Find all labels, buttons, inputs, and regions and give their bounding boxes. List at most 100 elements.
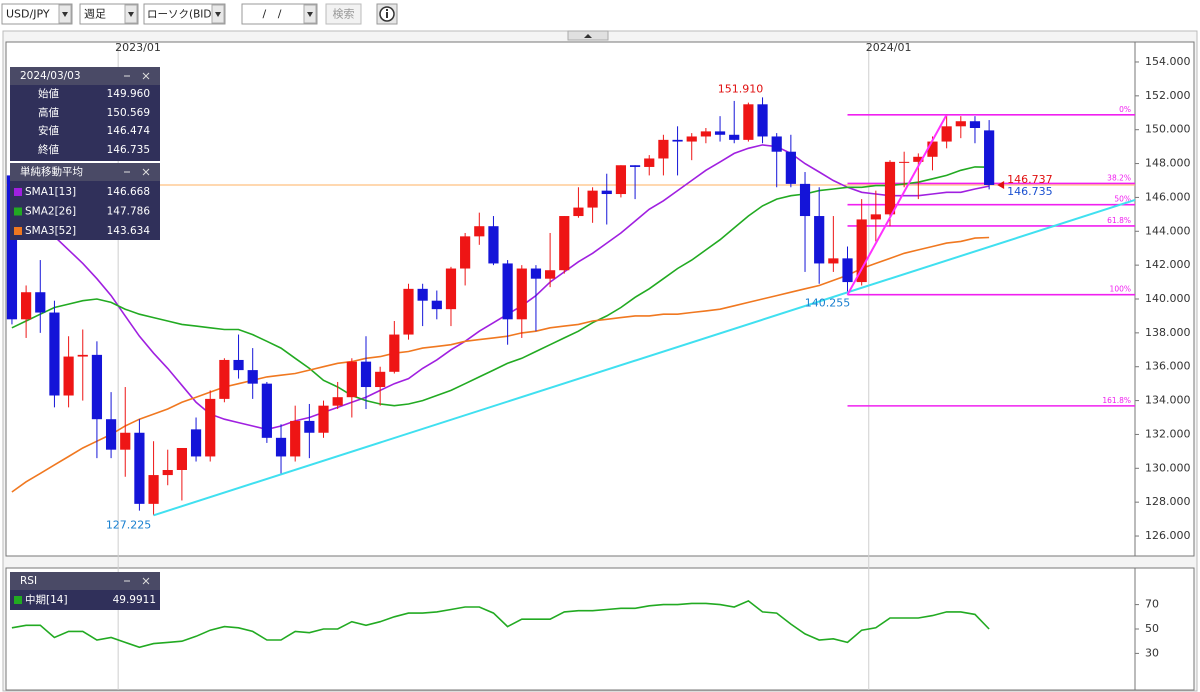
- candle-body: [771, 136, 782, 152]
- symbol-select[interactable]: [1, 3, 73, 25]
- candle-body: [700, 131, 711, 137]
- y-tick-label: 148.000: [1145, 157, 1191, 170]
- price-annotation: 151.910: [718, 82, 764, 95]
- candle-body: [63, 356, 74, 396]
- chart-type-text: ローソク(BID): [147, 9, 216, 21]
- info-label: 始値: [38, 87, 59, 100]
- candle-body: [927, 141, 938, 157]
- candle-body: [304, 420, 315, 433]
- candle-body: [729, 134, 740, 140]
- price-marker: [997, 180, 1005, 189]
- candle-body: [474, 226, 485, 237]
- date-input[interactable]: [241, 3, 318, 25]
- fib-label: 0%: [1119, 105, 1131, 114]
- candle-body: [49, 312, 60, 396]
- legend-swatch: [14, 596, 22, 604]
- legend-name: SMA1[13]: [25, 186, 76, 198]
- candle-body: [261, 383, 272, 438]
- dropdown-arrow: [307, 12, 313, 17]
- candle-body: [176, 447, 187, 470]
- candle-body: [162, 469, 173, 476]
- candle-body: [332, 397, 343, 406]
- dropdown-arrow: [128, 12, 134, 17]
- legend-value: 143.634: [107, 225, 151, 237]
- price-annotation: 140.255: [805, 297, 851, 310]
- candle-body: [105, 419, 117, 450]
- fib-label: 38.2%: [1107, 173, 1131, 182]
- rsi-layer: [11, 599, 990, 649]
- candle-body: [601, 190, 612, 195]
- y-tick-label: 152.000: [1145, 89, 1191, 102]
- close-icon[interactable]: [142, 577, 150, 585]
- y-tick-label: 154.000: [1145, 55, 1191, 68]
- candle-body: [205, 398, 216, 457]
- rsi-title: RSI: [20, 575, 37, 587]
- close-icon[interactable]: [142, 72, 150, 80]
- dropdown-arrow: [215, 12, 221, 17]
- price-annotation: 127.225: [106, 518, 152, 531]
- candle-body: [148, 475, 159, 504]
- rsi-axis: [1134, 567, 1195, 691]
- rsi-panel: RSI 中期[14] 49.9911: [10, 572, 160, 610]
- period-text: 週足: [84, 8, 106, 21]
- candle-body: [856, 219, 867, 283]
- candle-body: [389, 334, 400, 372]
- candle-body: [445, 268, 457, 310]
- search-button[interactable]: [325, 3, 362, 25]
- candle-body: [714, 131, 726, 135]
- candle-body: [233, 359, 244, 371]
- panel-header: [10, 163, 160, 181]
- candle-body: [190, 429, 202, 457]
- candle-body: [488, 226, 499, 264]
- period-select[interactable]: [79, 3, 139, 25]
- main-plot: [5, 41, 1136, 557]
- candle-body: [502, 263, 513, 320]
- y-tick-label: 134.000: [1145, 394, 1191, 407]
- candle-body: [35, 292, 46, 313]
- sma-legend: SMA1[13] 146.668 SMA2[26] 147.786 SMA3[52] 14…: [14, 186, 150, 237]
- info-panel: 2024/03/03 始値 149.960 高値 150.569 安値 146.…: [10, 67, 160, 240]
- candle-body: [799, 183, 811, 217]
- sma-title: 単純移動平均: [20, 165, 83, 178]
- y-tick-label: 50: [1145, 622, 1159, 635]
- candle-body: [955, 121, 966, 127]
- candle-body: [629, 165, 641, 167]
- candle-body: [275, 437, 287, 457]
- y-tick-label: 132.000: [1145, 427, 1191, 440]
- info-value: 146.735: [107, 144, 150, 156]
- date-text: / /: [263, 8, 282, 21]
- legend-name: SMA2[26]: [25, 206, 76, 218]
- candle-body: [899, 161, 910, 163]
- candle-body: [587, 190, 598, 208]
- rsi-legend: 中期[14] 49.9911: [14, 593, 156, 606]
- legend-value: 146.668: [107, 186, 150, 198]
- info-value: 150.569: [107, 107, 150, 119]
- y-tick-label: 140.000: [1145, 292, 1191, 305]
- price-annotation: 146.737: [1007, 173, 1053, 186]
- panel-header: [10, 572, 160, 590]
- legend-swatch: [14, 207, 22, 216]
- y-tick-label: 30: [1145, 646, 1159, 659]
- candle-body: [431, 300, 442, 310]
- y-tick-label: 136.000: [1145, 360, 1191, 373]
- close-icon[interactable]: [142, 168, 150, 176]
- candle-body: [77, 354, 88, 357]
- sma-line: [11, 166, 990, 407]
- candle-body: [346, 361, 357, 398]
- trendline: [846, 114, 948, 296]
- y-tick-label: 138.000: [1145, 326, 1191, 339]
- candle-body: [644, 158, 655, 167]
- candle-body: [290, 420, 301, 457]
- chart-type-select[interactable]: [143, 3, 226, 25]
- sma-line: [11, 236, 990, 493]
- candle-body: [913, 156, 924, 162]
- candle-body: [21, 292, 32, 320]
- x-tick-label: 2024/01: [866, 41, 912, 54]
- legend-value: 49.9911: [113, 594, 156, 606]
- candle-body: [417, 288, 428, 301]
- info-value: 149.960: [107, 88, 150, 100]
- y-tick-label: 130.000: [1145, 461, 1191, 474]
- legend-swatch: [14, 227, 22, 235]
- candle-body: [658, 139, 669, 159]
